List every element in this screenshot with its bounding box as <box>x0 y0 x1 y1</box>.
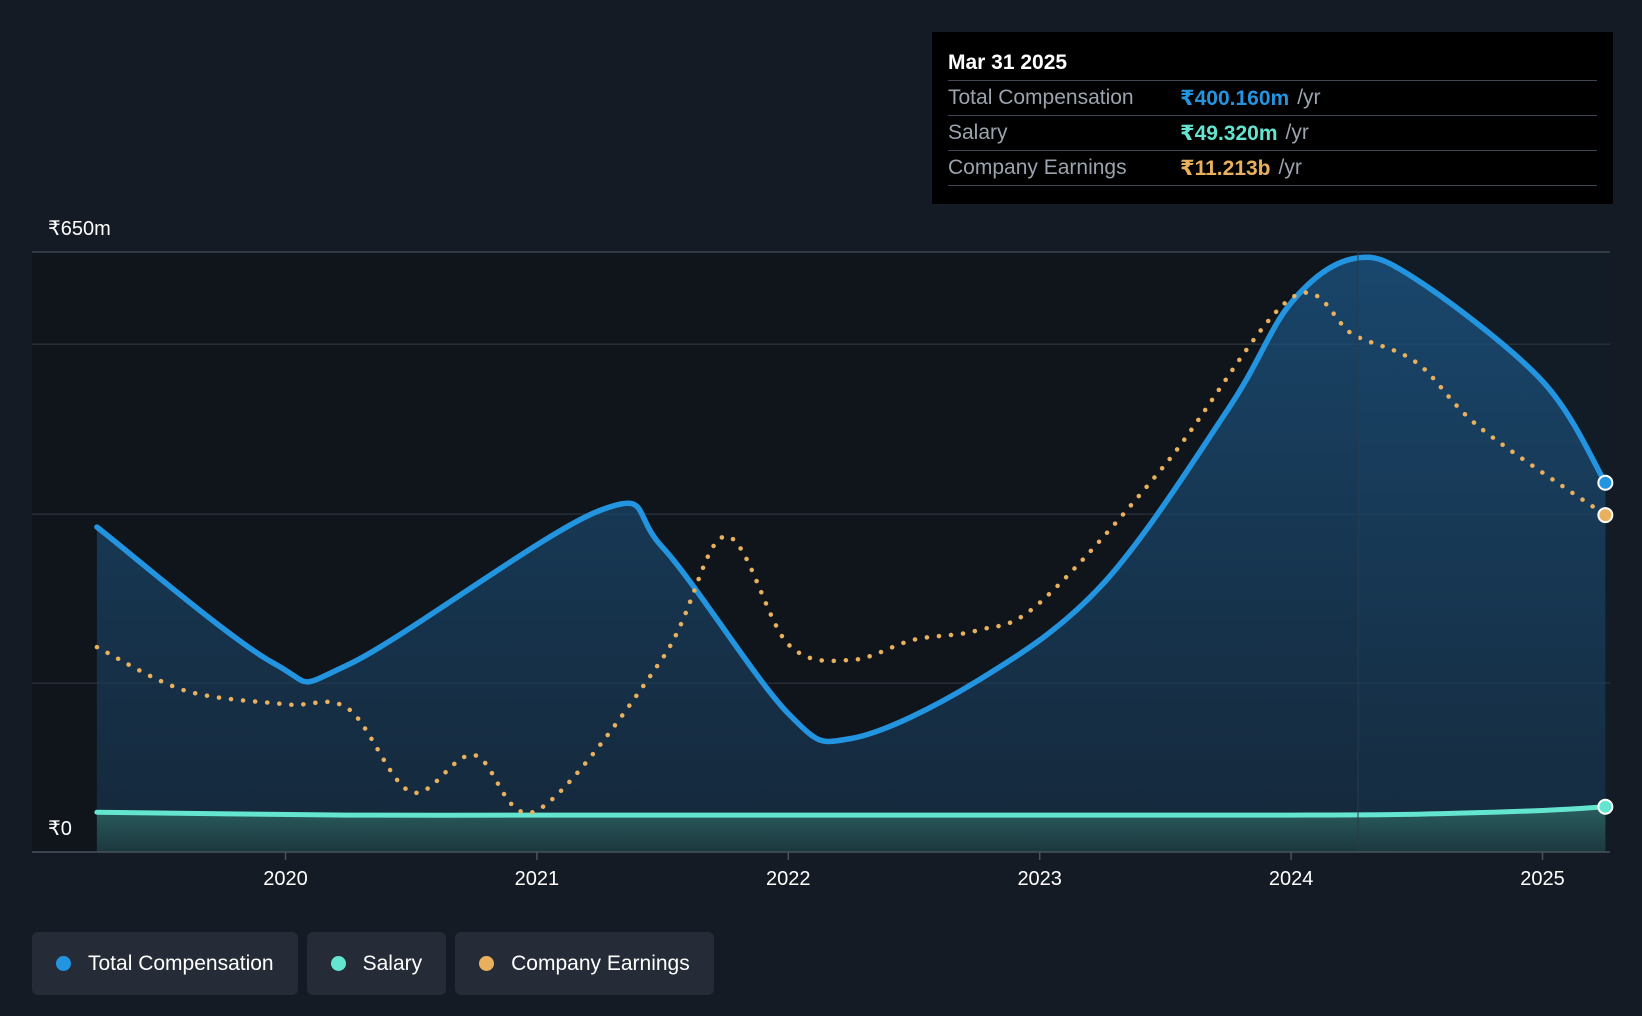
area-total-compensation <box>96 257 1606 852</box>
series-lines <box>94 254 1609 818</box>
tooltip: Mar 31 2025 Total Compensation ₹400.160m… <box>932 32 1613 204</box>
series-areas <box>96 257 1606 852</box>
tooltip-unit: /yr <box>1285 121 1309 144</box>
x-tick-label: 2023 <box>1017 868 1062 890</box>
x-tick-label: 2020 <box>263 868 308 890</box>
x-axis-ticks: 2020 2021 2022 2023 2024 2025 <box>263 852 1565 890</box>
tooltip-row-total-compensation: Total Compensation ₹400.160m /yr <box>948 80 1597 115</box>
end-point-salary <box>1597 798 1614 815</box>
legend-dot-icon <box>479 956 495 971</box>
tooltip-label: Company Earnings <box>948 156 1127 179</box>
end-point-total-compensation <box>1597 474 1614 491</box>
tooltip-value: ₹11.213b <box>1180 156 1271 180</box>
legend-dot-icon <box>330 956 346 971</box>
line-total-compensation <box>94 254 1609 745</box>
end-markers <box>1597 474 1614 815</box>
y-tick-label-zero: ₹0 <box>48 818 72 840</box>
y-tick-label-max: ₹650m <box>48 218 111 240</box>
legend: Total Compensation Salary Company Earnin… <box>32 932 714 995</box>
x-tick-label: 2024 <box>1269 868 1314 890</box>
tooltip-unit: /yr <box>1297 86 1321 109</box>
tooltip-value: ₹49.320m <box>1180 121 1278 145</box>
legend-item-salary[interactable]: Salary <box>306 932 447 995</box>
legend-label: Company Earnings <box>511 951 690 975</box>
legend-item-company-earnings[interactable]: Company Earnings <box>455 932 714 995</box>
legend-label: Salary <box>362 951 423 975</box>
tooltip-value: ₹400.160m <box>1180 86 1290 110</box>
tooltip-label: Salary <box>948 121 1008 144</box>
tooltip-row-company-earnings: Company Earnings ₹11.213b /yr <box>948 150 1597 186</box>
line-salary <box>94 804 1608 818</box>
tooltip-unit: /yr <box>1278 156 1302 179</box>
tooltip-row-salary: Salary ₹49.320m /yr <box>948 115 1597 150</box>
legend-dot-icon <box>56 956 71 971</box>
end-point-company-earnings <box>1597 507 1614 524</box>
x-tick-label: 2021 <box>515 868 560 890</box>
legend-label: Total Compensation <box>88 951 274 975</box>
line-company-earnings <box>94 290 1608 816</box>
legend-item-total-compensation[interactable]: Total Compensation <box>32 932 298 995</box>
area-salary <box>96 806 1606 852</box>
tooltip-label: Total Compensation <box>948 86 1134 109</box>
x-tick-label: 2025 <box>1520 868 1565 890</box>
x-tick-label: 2022 <box>766 868 811 890</box>
tooltip-date: Mar 31 2025 <box>948 51 1068 74</box>
